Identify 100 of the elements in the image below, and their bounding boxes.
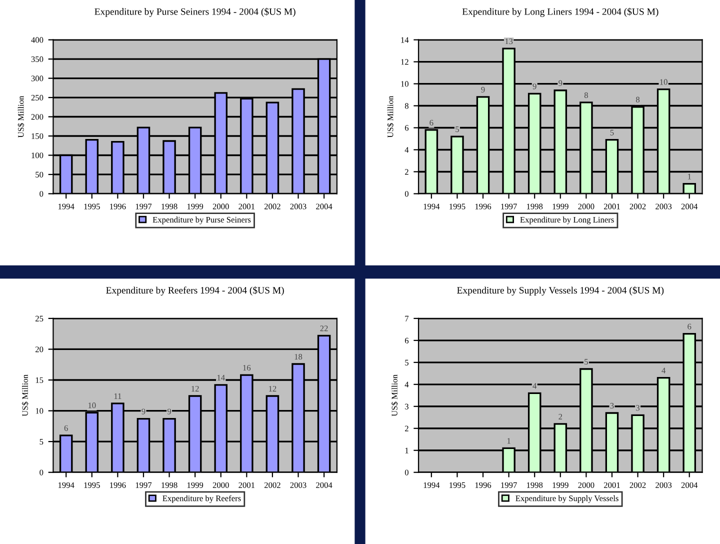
y-tick-label: 0 (40, 470, 44, 476)
legend-label: Expenditure by Reefers (162, 495, 241, 503)
legend-label: Expenditure by Supply Vessels (516, 495, 618, 503)
data-label: 16 (243, 365, 251, 371)
y-tick-label: 5 (405, 360, 408, 366)
x-tick-label: 1998 (162, 482, 178, 488)
x-tick-label: 2001 (604, 204, 620, 210)
data-label: 8 (584, 92, 588, 98)
y-tick-label: 250 (31, 94, 44, 100)
x-tick-label: 1995 (450, 204, 466, 210)
chart-title: Expenditure by Purse Seiners 1994 - 2004 ($US M) (94, 8, 296, 17)
x-tick-label: 1995 (450, 482, 466, 488)
data-label: 13 (505, 38, 513, 44)
y-axis-title: US$ Million (387, 96, 394, 138)
x-tick-label: 1998 (527, 204, 543, 210)
x-tick-label: 1998 (527, 482, 543, 488)
y-tick-label: 2 (405, 169, 408, 175)
x-tick-label: 2001 (238, 204, 254, 210)
data-label: 6 (688, 324, 692, 330)
y-axis-title: US$ Million (22, 374, 28, 416)
y-tick-label: 400 (31, 37, 44, 43)
data-label: 9 (558, 80, 562, 86)
data-label: 10 (660, 79, 668, 85)
data-label: 10 (88, 402, 96, 408)
y-tick-label: 200 (31, 114, 44, 120)
x-tick-label: 1995 (84, 482, 100, 488)
chart-title: Expenditure by Long Liners 1994 - 2004 ($US M) (462, 8, 658, 17)
x-tick-label: 1999 (187, 204, 204, 210)
x-tick-label: 1996 (475, 204, 492, 210)
data-label: 5 (584, 359, 588, 365)
legend-label: Expenditure by Purse Seiners (152, 216, 251, 224)
x-tick-label: 2004 (316, 482, 332, 488)
x-tick-label: 2003 (290, 204, 306, 210)
legend-label: Expenditure by Long Liners (520, 216, 614, 224)
x-tick-label: 2003 (656, 204, 672, 210)
y-tick-label: 5 (40, 439, 44, 445)
y-tick-label: 7 (405, 316, 409, 322)
x-tick-label: 2000 (578, 482, 594, 488)
data-label: 9 (532, 84, 536, 90)
y-tick-label: 6 (404, 338, 409, 344)
data-label: 11 (114, 393, 122, 399)
x-tick-label: 2000 (212, 204, 229, 210)
x-tick-label: 2001 (604, 482, 620, 488)
y-tick-label: 300 (31, 76, 44, 82)
x-tick-label: 1996 (110, 204, 126, 210)
x-tick-label: 1994 (424, 482, 440, 488)
data-label: 8 (636, 96, 640, 102)
x-tick-label: 2000 (212, 482, 229, 488)
x-tick-label: 2003 (656, 482, 672, 488)
chart-title: Expenditure by Supply Vessels 1994 - 2004 ($US M) (457, 286, 664, 296)
data-label: 9 (142, 408, 146, 414)
x-tick-label: 1994 (424, 204, 440, 210)
x-tick-label: 2002 (630, 482, 646, 488)
x-tick-label: 1997 (136, 482, 152, 488)
data-label: 1 (688, 174, 691, 180)
y-tick-label: 100 (32, 152, 44, 158)
data-label: 3 (636, 405, 640, 411)
data-label: 14 (217, 374, 225, 380)
data-label: 9 (481, 86, 485, 92)
y-tick-label: 15 (36, 377, 44, 383)
x-tick-label: 2004 (681, 204, 698, 210)
y-axis-title: US$ Million (18, 96, 24, 138)
x-tick-label: 1997 (501, 204, 517, 210)
y-tick-label: 20 (36, 346, 44, 352)
data-label: 5 (610, 130, 614, 136)
data-label: 3 (610, 402, 614, 409)
x-tick-label: 2004 (681, 482, 698, 488)
chart-title: Expenditure by Reefers 1994 - 2004 ($US M) (106, 286, 284, 296)
y-tick-label: 1 (405, 448, 408, 454)
x-tick-label: 2004 (316, 204, 332, 210)
data-label: 4 (532, 383, 537, 389)
data-label: 9 (167, 408, 172, 414)
y-tick-label: 0 (404, 191, 408, 197)
data-label: 2 (558, 414, 562, 420)
x-tick-label: 1998 (162, 204, 178, 210)
data-label: 12 (192, 386, 199, 392)
y-tick-label: 350 (31, 56, 44, 62)
y-tick-label: 4 (404, 147, 409, 153)
y-tick-label: 10 (36, 408, 44, 414)
x-tick-label: 1996 (110, 482, 126, 488)
y-tick-label: 10 (401, 81, 408, 87)
data-label: 1 (507, 438, 510, 444)
y-tick-label: 3 (405, 404, 408, 410)
x-tick-label: 1999 (187, 482, 204, 488)
data-label: 6 (64, 425, 68, 431)
x-tick-label: 1996 (475, 482, 492, 488)
data-label: 5 (456, 126, 459, 132)
x-tick-label: 1994 (58, 204, 74, 210)
y-tick-label: 14 (401, 37, 409, 43)
data-label: 6 (430, 120, 434, 126)
y-tick-label: 0 (40, 191, 44, 197)
x-tick-label: 1995 (84, 204, 100, 210)
x-tick-label: 2002 (264, 204, 280, 210)
y-tick-label: 150 (32, 133, 44, 139)
data-label: 22 (320, 326, 328, 332)
y-axis-title: US$ Million (391, 374, 398, 416)
x-tick-label: 1999 (552, 482, 568, 488)
data-label: 4 (662, 368, 666, 374)
data-label: 12 (269, 386, 276, 392)
x-tick-label: 1997 (136, 204, 152, 210)
